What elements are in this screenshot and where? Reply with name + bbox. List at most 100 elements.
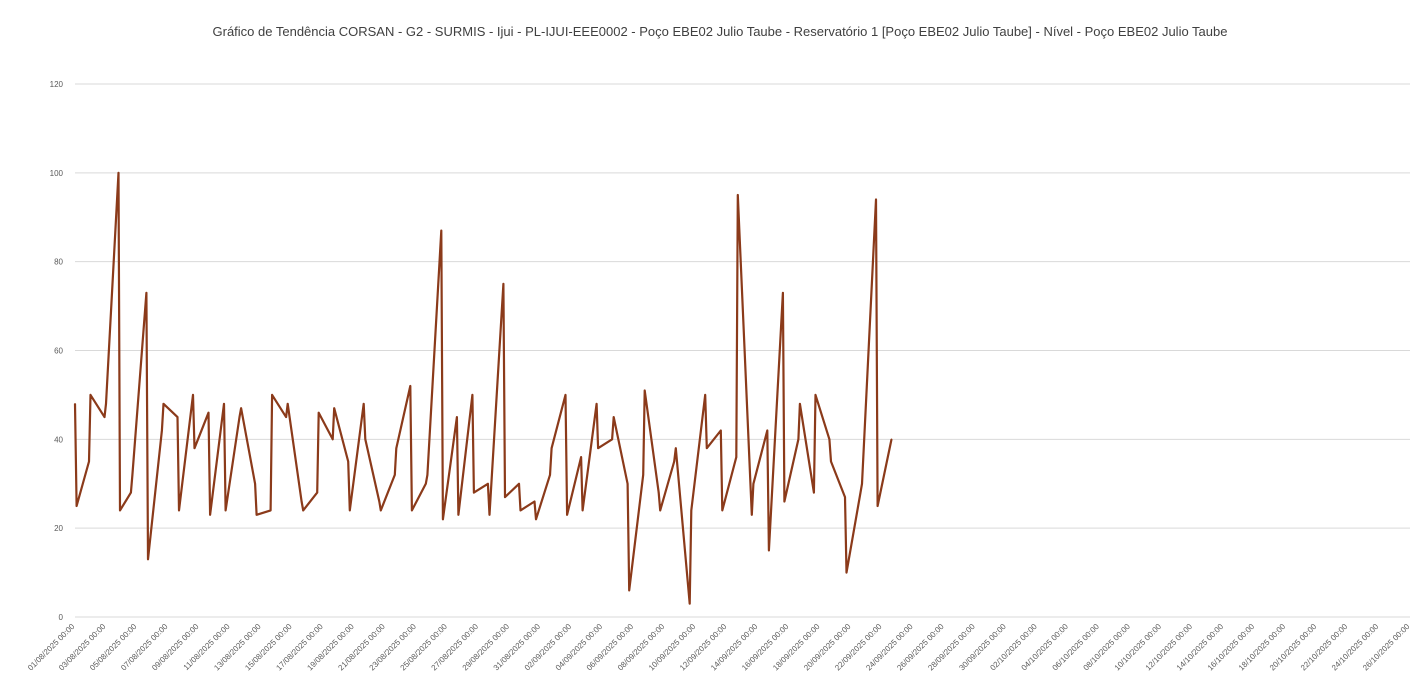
data-point bbox=[131, 474, 134, 476]
data-point bbox=[813, 491, 815, 494]
data-point bbox=[890, 438, 893, 441]
data-point bbox=[549, 474, 551, 476]
data-point bbox=[595, 403, 598, 405]
data-point bbox=[518, 483, 520, 485]
data-point bbox=[162, 403, 165, 405]
data-point bbox=[845, 571, 848, 574]
data-point bbox=[457, 514, 460, 516]
data-point bbox=[797, 438, 800, 441]
data-point bbox=[207, 411, 210, 414]
data-point bbox=[814, 394, 817, 396]
data-point bbox=[828, 438, 831, 441]
data-point bbox=[659, 509, 661, 512]
data-point bbox=[364, 438, 367, 441]
data-point bbox=[255, 514, 258, 516]
data-point bbox=[193, 447, 196, 450]
data-point bbox=[643, 389, 646, 392]
data-point bbox=[74, 403, 76, 405]
data-point bbox=[224, 509, 227, 512]
data-point bbox=[254, 483, 256, 485]
data-point bbox=[347, 460, 350, 463]
data-point bbox=[440, 229, 443, 232]
chart-title: Gráfico de Tendência CORSAN - G2 - SURMI… bbox=[212, 24, 1228, 39]
y-tick-label: 100 bbox=[50, 169, 64, 178]
data-point bbox=[286, 403, 289, 405]
data-point bbox=[830, 460, 832, 463]
data-point bbox=[130, 491, 132, 494]
data-point bbox=[331, 438, 334, 441]
data-point bbox=[75, 505, 78, 507]
data-point bbox=[473, 491, 475, 494]
data-point bbox=[642, 474, 644, 476]
data-point bbox=[425, 483, 427, 485]
data-point bbox=[782, 292, 784, 294]
data-point bbox=[611, 438, 613, 441]
data-point bbox=[751, 514, 753, 516]
data-point bbox=[409, 385, 412, 387]
data-point bbox=[628, 589, 630, 592]
data-point bbox=[597, 447, 599, 450]
data-point bbox=[752, 483, 755, 485]
y-tick-label: 0 bbox=[59, 613, 64, 622]
data-point bbox=[223, 403, 225, 405]
data-point bbox=[673, 460, 675, 463]
data-point bbox=[178, 509, 180, 512]
data-point bbox=[783, 500, 786, 503]
data-point bbox=[487, 483, 489, 485]
data-point bbox=[105, 403, 107, 405]
data-point bbox=[471, 394, 474, 396]
y-tick-label: 40 bbox=[54, 435, 63, 444]
data-point bbox=[533, 500, 536, 503]
data-point bbox=[238, 416, 241, 418]
data-point bbox=[657, 491, 660, 494]
data-point bbox=[89, 394, 92, 396]
data-point bbox=[176, 416, 179, 418]
data-point bbox=[316, 491, 319, 494]
data-point bbox=[519, 509, 522, 512]
data-point bbox=[117, 172, 120, 174]
data-point bbox=[349, 509, 351, 512]
data-point bbox=[192, 394, 194, 396]
data-point bbox=[271, 394, 273, 396]
data-point bbox=[380, 509, 382, 512]
data-point bbox=[675, 447, 677, 450]
data-point bbox=[720, 429, 722, 432]
data-point bbox=[704, 394, 706, 396]
data-point bbox=[502, 283, 505, 285]
data-point bbox=[844, 496, 846, 498]
data-point bbox=[766, 429, 769, 432]
y-tick-label: 80 bbox=[54, 258, 63, 267]
data-point bbox=[626, 483, 629, 485]
data-point bbox=[145, 292, 148, 294]
y-tick-label: 120 bbox=[50, 80, 64, 89]
data-point bbox=[690, 509, 693, 512]
data-point bbox=[859, 491, 862, 494]
data-point bbox=[706, 447, 708, 450]
data-point bbox=[564, 394, 567, 396]
data-point bbox=[861, 483, 863, 485]
data-point bbox=[285, 416, 287, 418]
y-tick-label: 60 bbox=[54, 347, 63, 356]
y-tick-label: 20 bbox=[54, 524, 63, 533]
data-point bbox=[721, 509, 724, 512]
data-point bbox=[426, 474, 429, 476]
data-point bbox=[504, 496, 506, 498]
data-point bbox=[535, 518, 537, 521]
data-point bbox=[88, 460, 90, 463]
data-point bbox=[737, 194, 739, 196]
data-point bbox=[581, 509, 584, 512]
data-point bbox=[300, 500, 303, 503]
data-point bbox=[103, 416, 106, 418]
data-point bbox=[688, 602, 691, 605]
data-point bbox=[269, 509, 272, 512]
data-point bbox=[317, 411, 320, 414]
data-point bbox=[566, 514, 568, 516]
data-point bbox=[442, 518, 444, 521]
data-point bbox=[411, 509, 413, 512]
data-point bbox=[735, 456, 738, 458]
data-point bbox=[362, 403, 365, 405]
data-point bbox=[119, 509, 121, 512]
data-point bbox=[378, 500, 381, 503]
